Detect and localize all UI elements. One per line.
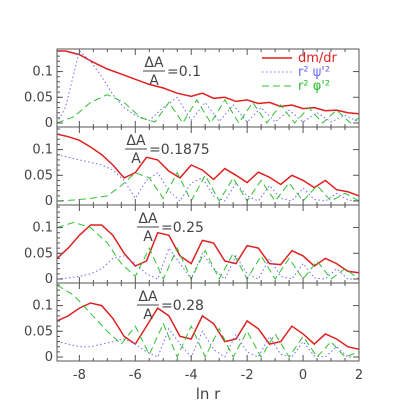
series-phi-line — [57, 171, 359, 203]
annotation-denominator: A — [143, 229, 153, 245]
panel-2: 0 0.05 0.1 ΔA A =0.1875 — [24, 126, 360, 209]
x-tick-label: -6 — [129, 368, 142, 383]
y-tick-label: 0.1 — [32, 143, 53, 158]
annotation-value: =0.28 — [161, 298, 204, 314]
y-tick-label: 0 — [45, 350, 53, 365]
annotation-numerator: ΔA — [138, 211, 158, 227]
y-tick-label: 0.05 — [24, 246, 53, 261]
panel-3: 0 0.05 0.1 ΔA A =0.25 — [24, 204, 360, 287]
y-tick-label: 0.1 — [32, 221, 53, 236]
annotation-value: =0.25 — [161, 220, 204, 236]
series-dm-dr-line — [57, 302, 359, 351]
panel-4: 0 0.05 0.1 ΔA A =0.28 — [24, 282, 360, 365]
y-tick-label: 0.05 — [24, 90, 53, 105]
y-tick-label: 0 — [45, 194, 53, 209]
x-tick-label: -8 — [73, 368, 86, 383]
annotation-value: =0.1875 — [149, 142, 210, 158]
panel-1: 0 0.05 0.1 ΔA A =0.1 — [24, 48, 360, 131]
annotation-numerator: ΔA — [144, 55, 164, 71]
series-psi-line — [57, 154, 359, 202]
legend-label: r² ψ'² — [298, 65, 330, 80]
legend-label: r² φ'² — [298, 79, 330, 94]
series-phi-line — [57, 284, 359, 359]
annotation-denominator: A — [149, 73, 159, 89]
series-dm-dr-line — [57, 133, 359, 197]
series-phi-line — [57, 221, 359, 281]
y-tick-label: 0.1 — [32, 65, 53, 80]
series-dm-dr-line — [57, 224, 359, 274]
annotation-numerator: ΔA — [126, 133, 146, 149]
x-tick-label: -4 — [185, 368, 198, 383]
series-psi-line — [57, 247, 359, 281]
panel-frame — [56, 282, 360, 362]
panel-frame — [56, 204, 360, 284]
y-tick-label: 0.05 — [24, 324, 53, 339]
x-tick-label: -2 — [241, 368, 254, 383]
annotation-numerator: ΔA — [138, 289, 158, 305]
series-dm-dr-line — [57, 50, 359, 115]
panel-frame — [56, 126, 360, 206]
x-axis-label: ln r — [196, 385, 221, 403]
x-tick-label: 2 — [355, 368, 363, 383]
y-tick-label: 0.1 — [32, 299, 53, 314]
y-tick-label: 0 — [45, 116, 53, 131]
legend-label: dm/dr — [298, 51, 338, 66]
annotation-value: =0.1 — [167, 64, 201, 80]
annotation-denominator: A — [143, 307, 153, 323]
annotation-denominator: A — [131, 151, 141, 167]
y-tick-label: 0 — [45, 272, 53, 287]
series-phi-line — [57, 94, 359, 124]
y-tick-label: 0.05 — [24, 168, 53, 183]
x-tick-label: 0 — [299, 368, 307, 383]
